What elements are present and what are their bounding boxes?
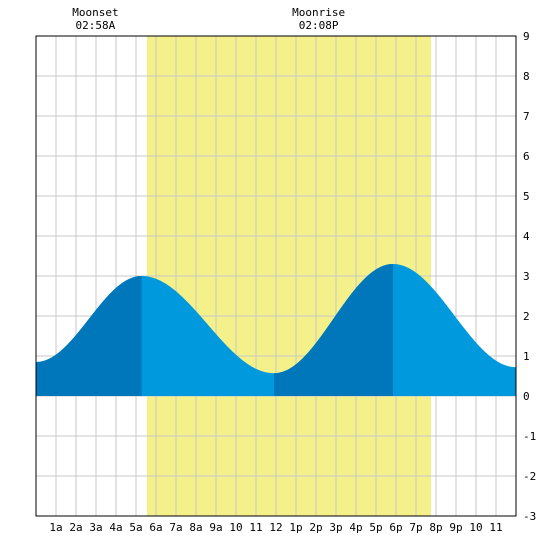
tide-area-rising <box>274 264 393 396</box>
y-tick-label: 6 <box>523 150 530 163</box>
y-tick-label: 5 <box>523 190 530 203</box>
tide-area-rising <box>36 276 142 396</box>
x-tick-label: 7p <box>409 521 422 534</box>
y-tick-label: -3 <box>523 510 536 523</box>
x-tick-label: 3p <box>329 521 342 534</box>
x-tick-label: 4p <box>349 521 362 534</box>
y-tick-label: 2 <box>523 310 530 323</box>
y-tick-label: 3 <box>523 270 530 283</box>
x-tick-label: 1p <box>289 521 302 534</box>
x-tick-label: 7a <box>169 521 182 534</box>
moon-event-name: Moonset <box>72 6 118 19</box>
tide-area <box>36 264 516 396</box>
x-tick-label: 3a <box>89 521 102 534</box>
y-tick-label: 4 <box>523 230 530 243</box>
x-tick-labels: 1a 2a 3a 4a 5a 6a 7a 8a 9a 10 11 12 1p 2p 3p 4p 5p 6p 7p 8p… <box>49 521 502 534</box>
moon-event-time: 02:08P <box>299 19 339 32</box>
x-tick-label: 2a <box>69 521 82 534</box>
x-tick-label: 6p <box>389 521 402 534</box>
y-tick-label: 7 <box>523 110 530 123</box>
moon-event-name: Moonrise <box>292 6 345 19</box>
x-tick-label: 5a <box>129 521 142 534</box>
y-tick-label: 8 <box>523 70 530 83</box>
x-tick-label: 8a <box>189 521 202 534</box>
x-tick-label: 10 <box>469 521 482 534</box>
y-tick-label: -1 <box>523 430 536 443</box>
y-tick-label: 9 <box>523 30 530 43</box>
x-tick-label: 11 <box>249 521 262 534</box>
tide-area-layer <box>36 264 516 396</box>
x-tick-label: 11 <box>489 521 502 534</box>
x-tick-label: 5p <box>369 521 382 534</box>
x-tick-label: 6a <box>149 521 162 534</box>
x-tick-label: 4a <box>109 521 122 534</box>
x-tick-label: 9a <box>209 521 222 534</box>
y-tick-label: 1 <box>523 350 530 363</box>
y-tick-label: 0 <box>523 390 530 403</box>
moon-event-time: 02:58A <box>76 19 116 32</box>
y-tick-labels: -3 -2 -1 0 1 2 3 4 5 6 7 8 9 <box>523 30 536 523</box>
x-tick-label: 8p <box>429 521 442 534</box>
plot-frame <box>35 35 517 517</box>
plot-border <box>35 35 517 517</box>
x-tick-label: 2p <box>309 521 322 534</box>
x-tick-label: 9p <box>449 521 462 534</box>
x-tick-label: 1a <box>49 521 62 534</box>
x-tick-label: 10 <box>229 521 242 534</box>
x-tick-label: 12 <box>269 521 282 534</box>
y-tick-label: -2 <box>523 470 536 483</box>
